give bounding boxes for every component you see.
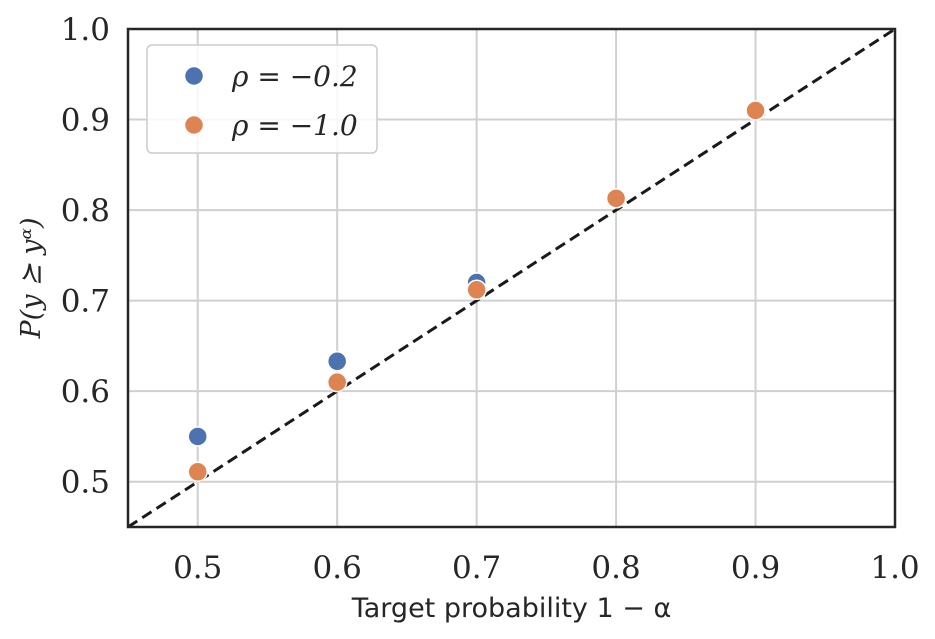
x-tick-label: 0.7 bbox=[452, 550, 501, 586]
y-tick-label: 0.5 bbox=[61, 465, 110, 501]
legend-marker bbox=[183, 114, 205, 136]
data-point-series-2 bbox=[466, 279, 487, 301]
data-point-series-2 bbox=[605, 188, 627, 209]
x-tick-label: 0.9 bbox=[731, 550, 780, 586]
legend-box bbox=[146, 44, 378, 154]
y-tick-label: 0.9 bbox=[61, 103, 110, 139]
y-tick-label: 0.8 bbox=[61, 193, 110, 229]
y-tick-labels: 0.5 0.6 0.7 0.8 0.9 1.0 bbox=[61, 12, 110, 501]
x-tick-labels: 0.5 0.6 0.7 0.8 0.9 1.0 bbox=[173, 550, 920, 586]
x-tick-label: 1.0 bbox=[870, 550, 919, 586]
legend: ρ = −0.2 ρ = −1.0 bbox=[146, 44, 378, 154]
legend-label: ρ = −1.0 bbox=[231, 109, 358, 142]
data-point-series-2 bbox=[326, 371, 348, 393]
x-tick-label: 0.6 bbox=[313, 550, 362, 586]
plot-frame bbox=[126, 27, 897, 529]
data-point-series-2 bbox=[187, 461, 208, 483]
x-tick-label: 0.5 bbox=[173, 550, 222, 586]
legend-label: ρ = −0.2 bbox=[231, 60, 358, 93]
x-tick-label: 0.8 bbox=[591, 550, 640, 586]
data-point-series-1 bbox=[187, 426, 208, 447]
y-tick-label: 1.0 bbox=[61, 12, 110, 48]
data-point-series-1 bbox=[326, 351, 348, 372]
data-points bbox=[187, 100, 766, 483]
data-point-series-2 bbox=[745, 100, 766, 121]
legend-marker bbox=[183, 65, 205, 87]
y-tick-label: 0.6 bbox=[61, 374, 110, 410]
y-axis-label: P(y ⪰ yᵅ) bbox=[16, 217, 47, 339]
x-axis-label: Target probability 1 − α bbox=[351, 593, 672, 624]
y-tick-label: 0.7 bbox=[61, 284, 110, 320]
